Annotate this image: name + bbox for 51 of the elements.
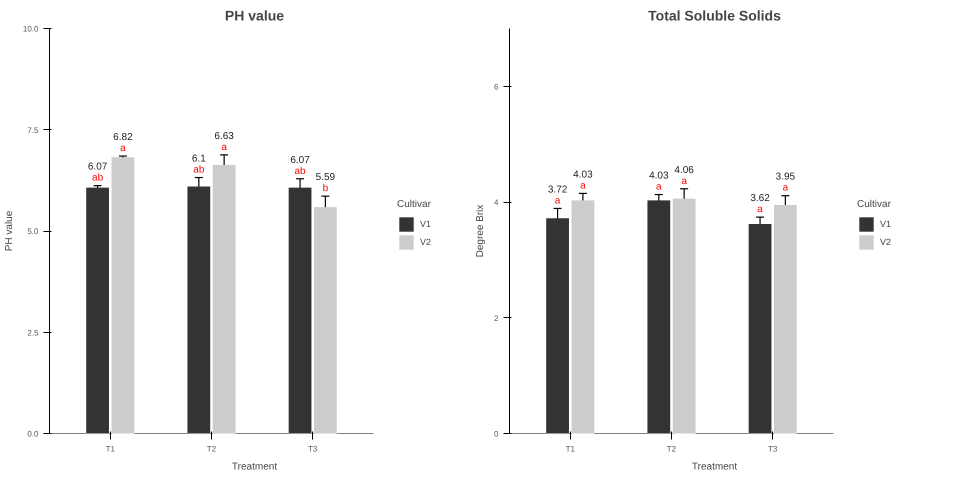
y-tick-label: 2.5 [27,328,40,338]
legend-label: V1 [880,219,892,229]
annotation: a [120,143,126,154]
data-label: 6.07 [88,162,108,173]
legend-title: Cultivar [397,199,432,210]
annotation: a [656,182,662,193]
data-label: 4.03 [649,170,669,182]
x-tick-label: T1 [106,444,116,454]
x-tick-label: T2 [206,444,217,454]
x-tick-label: T3 [768,444,778,454]
annotation: a [782,182,789,194]
legend-label: V1 [420,219,432,229]
legend-title: Cultivar [857,199,892,210]
y-tick-label: 6 [494,82,500,92]
annotation: ab [294,166,306,177]
annotation: a [221,142,228,153]
y-axis-title: Degree Brix [475,204,486,258]
x-tick-label: T1 [566,444,576,454]
x-axis-title: Treatment [232,462,278,472]
data-label: 6.07 [290,154,310,166]
annotation: a [554,195,561,206]
legend-label: V2 [420,237,432,247]
data-label: 4.03 [573,169,594,180]
annotation: ab [193,164,205,176]
y-tick-label: 7.5 [27,126,40,135]
chart-title: Total Soluble Solids [648,8,782,24]
y-tick-label: 0 [494,430,500,438]
annotation: b [322,183,329,194]
x-axis-title: Treatment [692,462,738,472]
data-label: 5.59 [316,172,336,184]
annotation: ab [92,172,104,184]
annotation: a [580,180,586,192]
data-label: 3.95 [776,172,796,183]
data-label: 3.62 [750,193,770,204]
y-tick-label: 0.0 [27,430,40,438]
y-tick-label: 5.0 [27,227,40,236]
chart-title: PH value [224,8,284,24]
data-label: 4.06 [674,164,694,176]
y-axis-title: PH value [4,210,15,252]
data-label: 6.63 [214,130,234,142]
y-tick-label: 10.0 [22,24,40,34]
data-label: 3.72 [548,184,568,196]
annotation: a [681,176,688,187]
y-tick-label: 4 [494,198,500,208]
annotation: a [757,204,764,216]
data-label: 6.82 [113,132,134,144]
data-label: 6.1 [192,154,206,165]
x-tick-label: T3 [308,444,318,454]
x-tick-label: T2 [666,444,677,454]
y-tick-label: 2 [494,314,500,323]
legend-label: V2 [880,237,892,247]
